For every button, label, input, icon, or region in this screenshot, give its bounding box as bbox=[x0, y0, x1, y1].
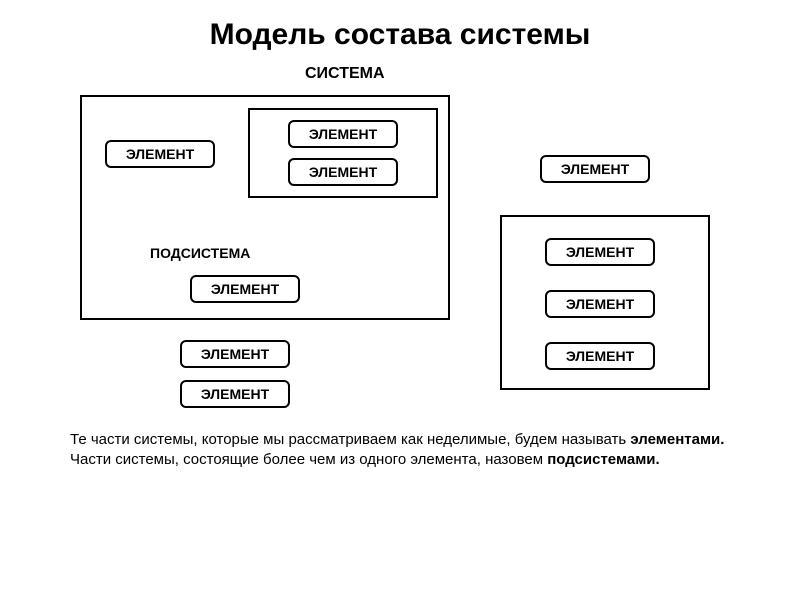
element-rightbox-2: ЭЛЕМЕНТ bbox=[545, 290, 655, 318]
element-rightbox-1: ЭЛЕМЕНТ bbox=[545, 238, 655, 266]
footer-line2a: Части системы, состоящие более чем из од… bbox=[70, 451, 547, 468]
footer-line2b: подсистемами. bbox=[547, 451, 659, 468]
element-below-1: ЭЛЕМЕНТ bbox=[180, 340, 290, 368]
element-main-left: ЭЛЕМЕНТ bbox=[105, 140, 215, 168]
element-inner-bottom: ЭЛЕМЕНТ bbox=[288, 158, 398, 186]
footer-line1a: Те части системы, которые мы рассматрива… bbox=[70, 431, 630, 448]
subsystem-label: ПОДСИСТЕМА bbox=[150, 245, 250, 261]
element-below-2: ЭЛЕМЕНТ bbox=[180, 380, 290, 408]
footer-text: Те части системы, которые мы рассматрива… bbox=[70, 430, 730, 471]
page-title: Модель состава системы bbox=[0, 18, 800, 52]
element-top-right: ЭЛЕМЕНТ bbox=[540, 155, 650, 183]
footer-line1b: элементами. bbox=[630, 431, 724, 448]
element-main-bottom: ЭЛЕМЕНТ bbox=[190, 275, 300, 303]
element-inner-top: ЭЛЕМЕНТ bbox=[288, 120, 398, 148]
system-label: СИСТЕМА bbox=[305, 65, 385, 83]
element-rightbox-3: ЭЛЕМЕНТ bbox=[545, 342, 655, 370]
